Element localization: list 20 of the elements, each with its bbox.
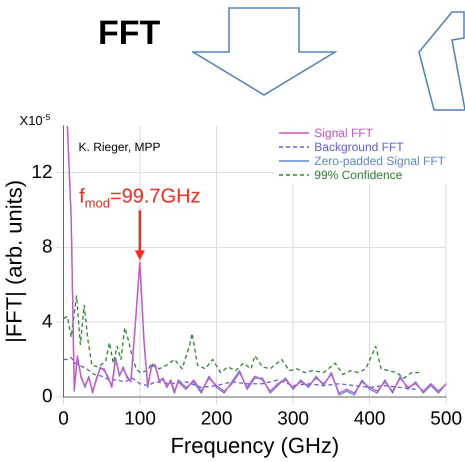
- y-axis-title: |FFT| (arb. units): [1, 180, 26, 343]
- x-tick-label: 300: [277, 408, 309, 430]
- y-tick-label: 8: [42, 236, 53, 258]
- x-axis-title: Frequency (GHz): [170, 432, 340, 458]
- x-tick-label: 100: [124, 408, 156, 430]
- legend-label: Zero-padded Signal FFT: [314, 154, 445, 168]
- y-tick-label: 0: [42, 386, 53, 408]
- y-tick-label: 4: [42, 311, 53, 332]
- x-tick-label: 400: [354, 408, 386, 430]
- y-tick-label: 12: [31, 162, 53, 183]
- line-series: [64, 356, 416, 390]
- chart-title: FFT: [98, 14, 160, 53]
- annotation: K. Rieger, MPP: [78, 140, 161, 154]
- line-series: [64, 295, 420, 379]
- x-tick-label: 500: [430, 408, 462, 430]
- x-tick-label: 0: [58, 408, 69, 430]
- x-tick-label: 200: [200, 408, 232, 430]
- legend-label: 99% Confidence: [314, 168, 402, 182]
- legend-label: Signal FFT: [314, 126, 373, 140]
- legend-label: Background FFT: [314, 140, 404, 154]
